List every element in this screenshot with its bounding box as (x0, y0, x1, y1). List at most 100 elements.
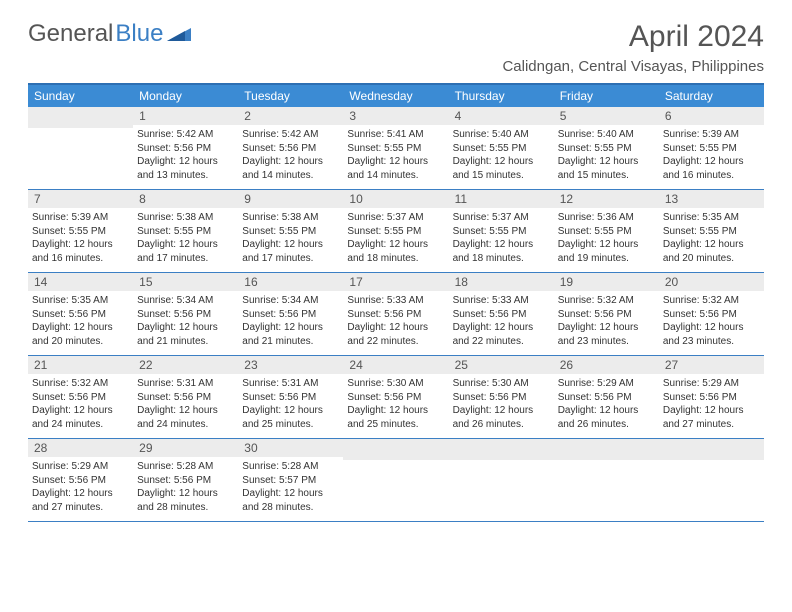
sunrise-text: Sunrise: 5:30 AM (453, 377, 550, 391)
day-body: Sunrise: 5:41 AMSunset: 5:55 PMDaylight:… (343, 125, 448, 186)
day-body: Sunrise: 5:35 AMSunset: 5:55 PMDaylight:… (659, 208, 764, 269)
day-body: Sunrise: 5:33 AMSunset: 5:56 PMDaylight:… (343, 291, 448, 352)
day-cell: 23Sunrise: 5:31 AMSunset: 5:56 PMDayligh… (238, 356, 343, 438)
day-cell (554, 439, 659, 521)
day-body: Sunrise: 5:28 AMSunset: 5:57 PMDaylight:… (238, 457, 343, 518)
day-number: 9 (238, 190, 343, 208)
sunrise-text: Sunrise: 5:32 AM (558, 294, 655, 308)
sunrise-text: Sunrise: 5:41 AM (347, 128, 444, 142)
daylight-text: Daylight: 12 hours and 18 minutes. (347, 238, 444, 265)
sunset-text: Sunset: 5:56 PM (137, 308, 234, 322)
sunset-text: Sunset: 5:56 PM (453, 308, 550, 322)
day-cell: 4Sunrise: 5:40 AMSunset: 5:55 PMDaylight… (449, 107, 554, 189)
day-number: 14 (28, 273, 133, 291)
day-cell: 11Sunrise: 5:37 AMSunset: 5:55 PMDayligh… (449, 190, 554, 272)
day-cell: 14Sunrise: 5:35 AMSunset: 5:56 PMDayligh… (28, 273, 133, 355)
day-number: 25 (449, 356, 554, 374)
day-number: 1 (133, 107, 238, 125)
sunset-text: Sunset: 5:55 PM (347, 142, 444, 156)
day-number: 21 (28, 356, 133, 374)
sunset-text: Sunset: 5:56 PM (347, 308, 444, 322)
day-body: Sunrise: 5:29 AMSunset: 5:56 PMDaylight:… (554, 374, 659, 435)
daylight-text: Daylight: 12 hours and 22 minutes. (347, 321, 444, 348)
day-number: 11 (449, 190, 554, 208)
day-header: Tuesday (238, 85, 343, 107)
sunset-text: Sunset: 5:55 PM (663, 225, 760, 239)
logo-triangle-icon (167, 20, 191, 48)
day-header: Wednesday (343, 85, 448, 107)
sunset-text: Sunset: 5:55 PM (347, 225, 444, 239)
daylight-text: Daylight: 12 hours and 15 minutes. (453, 155, 550, 182)
day-number (28, 107, 133, 128)
day-body: Sunrise: 5:29 AMSunset: 5:56 PMDaylight:… (659, 374, 764, 435)
daylight-text: Daylight: 12 hours and 20 minutes. (32, 321, 129, 348)
page-subtitle: Calidngan, Central Visayas, Philippines (502, 58, 764, 75)
day-number: 3 (343, 107, 448, 125)
calendar: SundayMondayTuesdayWednesdayThursdayFrid… (28, 83, 764, 522)
day-number: 24 (343, 356, 448, 374)
day-body: Sunrise: 5:33 AMSunset: 5:56 PMDaylight:… (449, 291, 554, 352)
sunrise-text: Sunrise: 5:32 AM (663, 294, 760, 308)
day-number: 16 (238, 273, 343, 291)
day-body: Sunrise: 5:31 AMSunset: 5:56 PMDaylight:… (133, 374, 238, 435)
daylight-text: Daylight: 12 hours and 24 minutes. (32, 404, 129, 431)
day-cell: 30Sunrise: 5:28 AMSunset: 5:57 PMDayligh… (238, 439, 343, 521)
day-cell (343, 439, 448, 521)
daylight-text: Daylight: 12 hours and 22 minutes. (453, 321, 550, 348)
sunrise-text: Sunrise: 5:35 AM (663, 211, 760, 225)
sunset-text: Sunset: 5:56 PM (453, 391, 550, 405)
sunrise-text: Sunrise: 5:38 AM (137, 211, 234, 225)
day-number: 17 (343, 273, 448, 291)
sunrise-text: Sunrise: 5:31 AM (137, 377, 234, 391)
day-number: 8 (133, 190, 238, 208)
sunset-text: Sunset: 5:55 PM (32, 225, 129, 239)
daylight-text: Daylight: 12 hours and 17 minutes. (137, 238, 234, 265)
day-body: Sunrise: 5:28 AMSunset: 5:56 PMDaylight:… (133, 457, 238, 518)
sunset-text: Sunset: 5:56 PM (137, 391, 234, 405)
sunrise-text: Sunrise: 5:40 AM (453, 128, 550, 142)
daylight-text: Daylight: 12 hours and 27 minutes. (663, 404, 760, 431)
day-cell: 27Sunrise: 5:29 AMSunset: 5:56 PMDayligh… (659, 356, 764, 438)
day-cell: 18Sunrise: 5:33 AMSunset: 5:56 PMDayligh… (449, 273, 554, 355)
sunrise-text: Sunrise: 5:40 AM (558, 128, 655, 142)
daylight-text: Daylight: 12 hours and 14 minutes. (347, 155, 444, 182)
sunset-text: Sunset: 5:56 PM (347, 391, 444, 405)
day-number: 5 (554, 107, 659, 125)
daylight-text: Daylight: 12 hours and 28 minutes. (137, 487, 234, 514)
day-cell (659, 439, 764, 521)
day-cell: 28Sunrise: 5:29 AMSunset: 5:56 PMDayligh… (28, 439, 133, 521)
sunset-text: Sunset: 5:56 PM (32, 391, 129, 405)
day-body: Sunrise: 5:38 AMSunset: 5:55 PMDaylight:… (238, 208, 343, 269)
day-cell: 7Sunrise: 5:39 AMSunset: 5:55 PMDaylight… (28, 190, 133, 272)
sunset-text: Sunset: 5:56 PM (137, 474, 234, 488)
daylight-text: Daylight: 12 hours and 27 minutes. (32, 487, 129, 514)
sunset-text: Sunset: 5:56 PM (558, 308, 655, 322)
day-cell: 16Sunrise: 5:34 AMSunset: 5:56 PMDayligh… (238, 273, 343, 355)
sunset-text: Sunset: 5:55 PM (137, 225, 234, 239)
day-body: Sunrise: 5:34 AMSunset: 5:56 PMDaylight:… (238, 291, 343, 352)
week-row: 28Sunrise: 5:29 AMSunset: 5:56 PMDayligh… (28, 439, 764, 522)
daylight-text: Daylight: 12 hours and 23 minutes. (558, 321, 655, 348)
day-cell: 3Sunrise: 5:41 AMSunset: 5:55 PMDaylight… (343, 107, 448, 189)
day-header: Saturday (659, 85, 764, 107)
day-cell (449, 439, 554, 521)
daylight-text: Daylight: 12 hours and 25 minutes. (242, 404, 339, 431)
day-cell: 8 Sunrise: 5:38 AMSunset: 5:55 PMDaylight… (133, 190, 238, 272)
sunrise-text: Sunrise: 5:39 AM (32, 211, 129, 225)
sunrise-text: Sunrise: 5:34 AM (137, 294, 234, 308)
day-number (554, 439, 659, 460)
sunrise-text: Sunrise: 5:34 AM (242, 294, 339, 308)
day-body: Sunrise: 5:37 AMSunset: 5:55 PMDaylight:… (343, 208, 448, 269)
day-body: Sunrise: 5:42 AMSunset: 5:56 PMDaylight:… (133, 125, 238, 186)
day-number: 10 (343, 190, 448, 208)
day-body: Sunrise: 5:30 AMSunset: 5:56 PMDaylight:… (449, 374, 554, 435)
day-header: Monday (133, 85, 238, 107)
sunset-text: Sunset: 5:56 PM (663, 391, 760, 405)
sunset-text: Sunset: 5:57 PM (242, 474, 339, 488)
day-body: Sunrise: 5:40 AMSunset: 5:55 PMDaylight:… (449, 125, 554, 186)
sunrise-text: Sunrise: 5:42 AM (137, 128, 234, 142)
day-number: 19 (554, 273, 659, 291)
day-number: 6 (659, 107, 764, 125)
sunrise-text: Sunrise: 5:33 AM (347, 294, 444, 308)
day-number: 4 (449, 107, 554, 125)
